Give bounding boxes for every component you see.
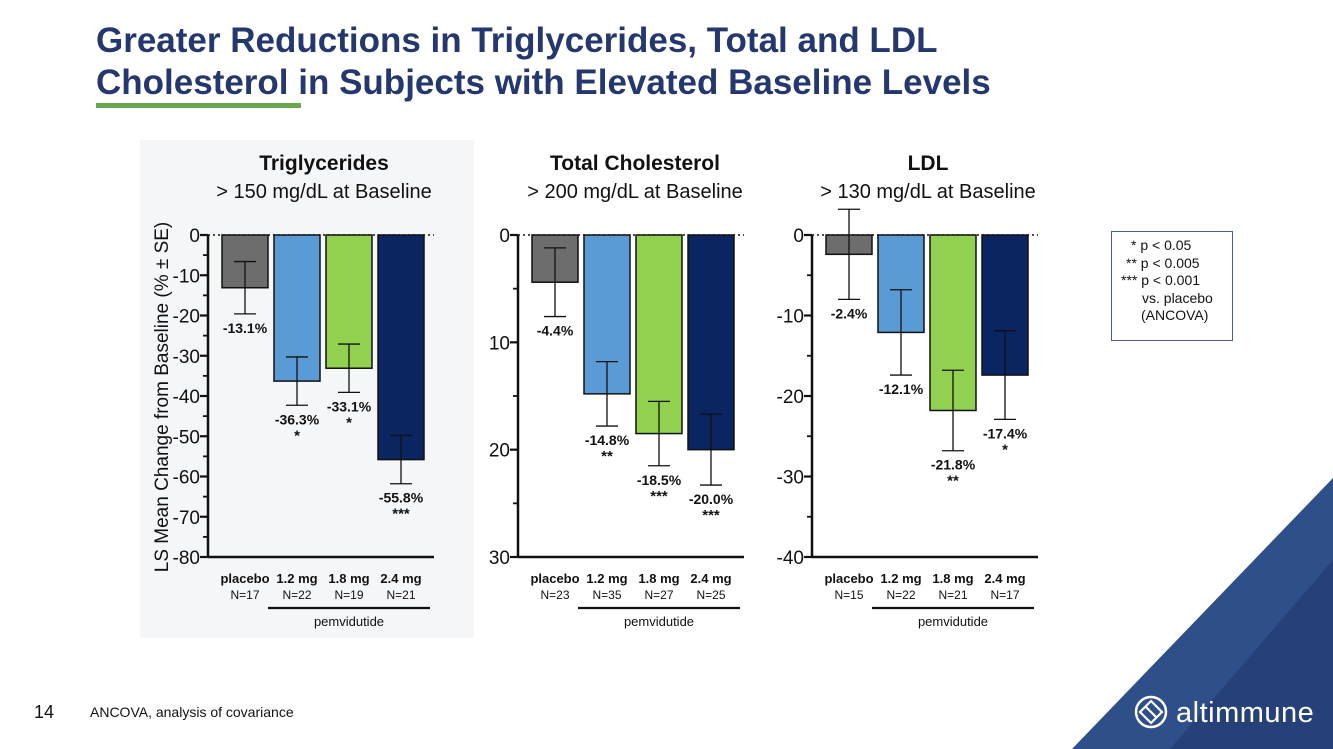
- chart-title: Total Cholesterol: [550, 152, 720, 175]
- significance-marker: *: [1002, 441, 1008, 458]
- page-number: 14: [34, 702, 55, 722]
- y-tick-label: 10: [489, 333, 510, 354]
- significance-marker: ***: [650, 488, 668, 505]
- legend-line-1: * p < 0.05: [1131, 237, 1192, 253]
- n-label: N=25: [696, 588, 725, 602]
- category-label: 1.2 mg: [586, 571, 627, 586]
- data-label: -17.4%: [983, 425, 1028, 441]
- significance-marker: ***: [702, 507, 720, 524]
- n-label: N=22: [282, 588, 311, 602]
- data-label: -21.8%: [931, 457, 976, 473]
- bar-24mg: [377, 234, 425, 461]
- category-label: 1.8 mg: [932, 571, 973, 586]
- n-label: N=17: [990, 588, 1019, 602]
- significance-marker: *: [346, 414, 352, 431]
- y-tick-label: -20: [173, 307, 200, 328]
- title-underline: [96, 103, 301, 108]
- y-tick-label: -30: [777, 468, 804, 489]
- chart-subtitle: > 130 mg/dL at Baseline: [820, 181, 1036, 203]
- data-label: -4.4%: [537, 323, 574, 339]
- legend-line-4: vs. placebo: [1142, 289, 1213, 306]
- data-label: -33.1%: [327, 398, 372, 414]
- y-tick-label: -50: [173, 427, 200, 448]
- altimmune-logo-icon: [1134, 695, 1168, 729]
- significance-marker: *: [294, 427, 300, 444]
- chart-title: LDL: [908, 152, 949, 175]
- n-label: N=27: [644, 588, 673, 602]
- y-tick-label: 0: [793, 226, 804, 247]
- significance-legend: * p < 0.05 ** p < 0.005 *** p < 0.001 vs…: [1111, 231, 1233, 341]
- significance-marker: ***: [392, 506, 410, 523]
- category-label: 1.2 mg: [276, 571, 317, 586]
- category-label: 2.4 mg: [984, 571, 1025, 586]
- group-label: pemvidutide: [314, 614, 384, 629]
- bar-18mg: [635, 234, 683, 435]
- brand-name: altimmune: [1176, 697, 1315, 729]
- y-tick-label: -60: [173, 468, 200, 489]
- chart-3: LDL > 130 mg/dL at Baseline 0 -10 -20 -30 -40 -…: [777, 152, 1038, 629]
- slide-title-line2: Cholesterol in Subjects with Elevated Ba…: [96, 63, 991, 102]
- group-label: pemvidutide: [624, 614, 694, 629]
- chart-subtitle: > 150 mg/dL at Baseline: [216, 181, 432, 203]
- y-tick-label: 30: [489, 548, 510, 569]
- significance-marker: **: [601, 448, 613, 465]
- chart-1: Triglycerides > 150 mg/dL at Baseline 0 -10…: [152, 152, 434, 629]
- n-label: N=21: [938, 588, 967, 602]
- data-label: -13.1%: [223, 320, 268, 336]
- n-label: N=19: [334, 588, 363, 602]
- y-tick-label: -10: [173, 266, 200, 287]
- n-label: N=15: [834, 588, 863, 602]
- y-tick-label: 0: [499, 226, 510, 247]
- chart-title: Triglycerides: [259, 152, 389, 175]
- y-axis-label: LS Mean Change from Baseline (% ± SE): [152, 222, 173, 572]
- category-label: placebo: [824, 571, 873, 586]
- legend-line-3: *** p < 0.001: [1121, 272, 1201, 288]
- category-label: 1.8 mg: [638, 571, 679, 586]
- legend-line-2: ** p < 0.005: [1126, 254, 1200, 271]
- data-label: -55.8%: [379, 490, 424, 506]
- category-label: placebo: [530, 571, 579, 586]
- slide-title-line1: Greater Reductions in Triglycerides, Tot…: [96, 21, 938, 60]
- category-label: 1.8 mg: [328, 571, 369, 586]
- category-label: placebo: [220, 571, 269, 586]
- y-tick-label: -40: [777, 548, 804, 569]
- significance-marker: **: [947, 473, 959, 490]
- bar-12mg: [583, 234, 631, 395]
- slide-title: Greater Reductions in Triglycerides, Tot…: [96, 20, 991, 104]
- data-label: -20.0%: [689, 491, 734, 507]
- chart-subtitle: > 200 mg/dL at Baseline: [527, 181, 743, 203]
- y-tick-label: -20: [777, 387, 804, 408]
- y-tick-label: -80: [173, 548, 200, 569]
- n-label: N=23: [540, 588, 569, 602]
- y-tick-label: -70: [173, 508, 200, 529]
- n-label: N=17: [230, 588, 259, 602]
- data-label: -14.8%: [585, 432, 630, 448]
- footnote: ANCOVA, analysis of covariance: [90, 704, 294, 720]
- data-label: -18.5%: [637, 472, 682, 488]
- category-label: 2.4 mg: [690, 571, 731, 586]
- bar-18mg: [929, 234, 977, 412]
- y-tick-label: -10: [777, 307, 804, 328]
- y-tick-label: 0: [189, 226, 200, 247]
- category-label: 1.2 mg: [880, 571, 921, 586]
- data-label: -36.3%: [275, 411, 320, 427]
- data-label: -2.4%: [831, 305, 868, 321]
- group-label: pemvidutide: [918, 614, 988, 629]
- legend-line-5: (ANCOVA): [1141, 307, 1209, 323]
- category-label: 2.4 mg: [380, 571, 421, 586]
- n-label: N=35: [592, 588, 621, 602]
- n-label: N=22: [886, 588, 915, 602]
- chart-2: Total Cholesterol > 200 mg/dL at Baseline…: [489, 152, 744, 629]
- y-tick-label: 20: [489, 441, 510, 462]
- n-label: N=21: [386, 588, 415, 602]
- y-tick-label: -30: [173, 347, 200, 368]
- data-label: -12.1%: [879, 381, 924, 397]
- y-tick-label: -40: [173, 387, 200, 408]
